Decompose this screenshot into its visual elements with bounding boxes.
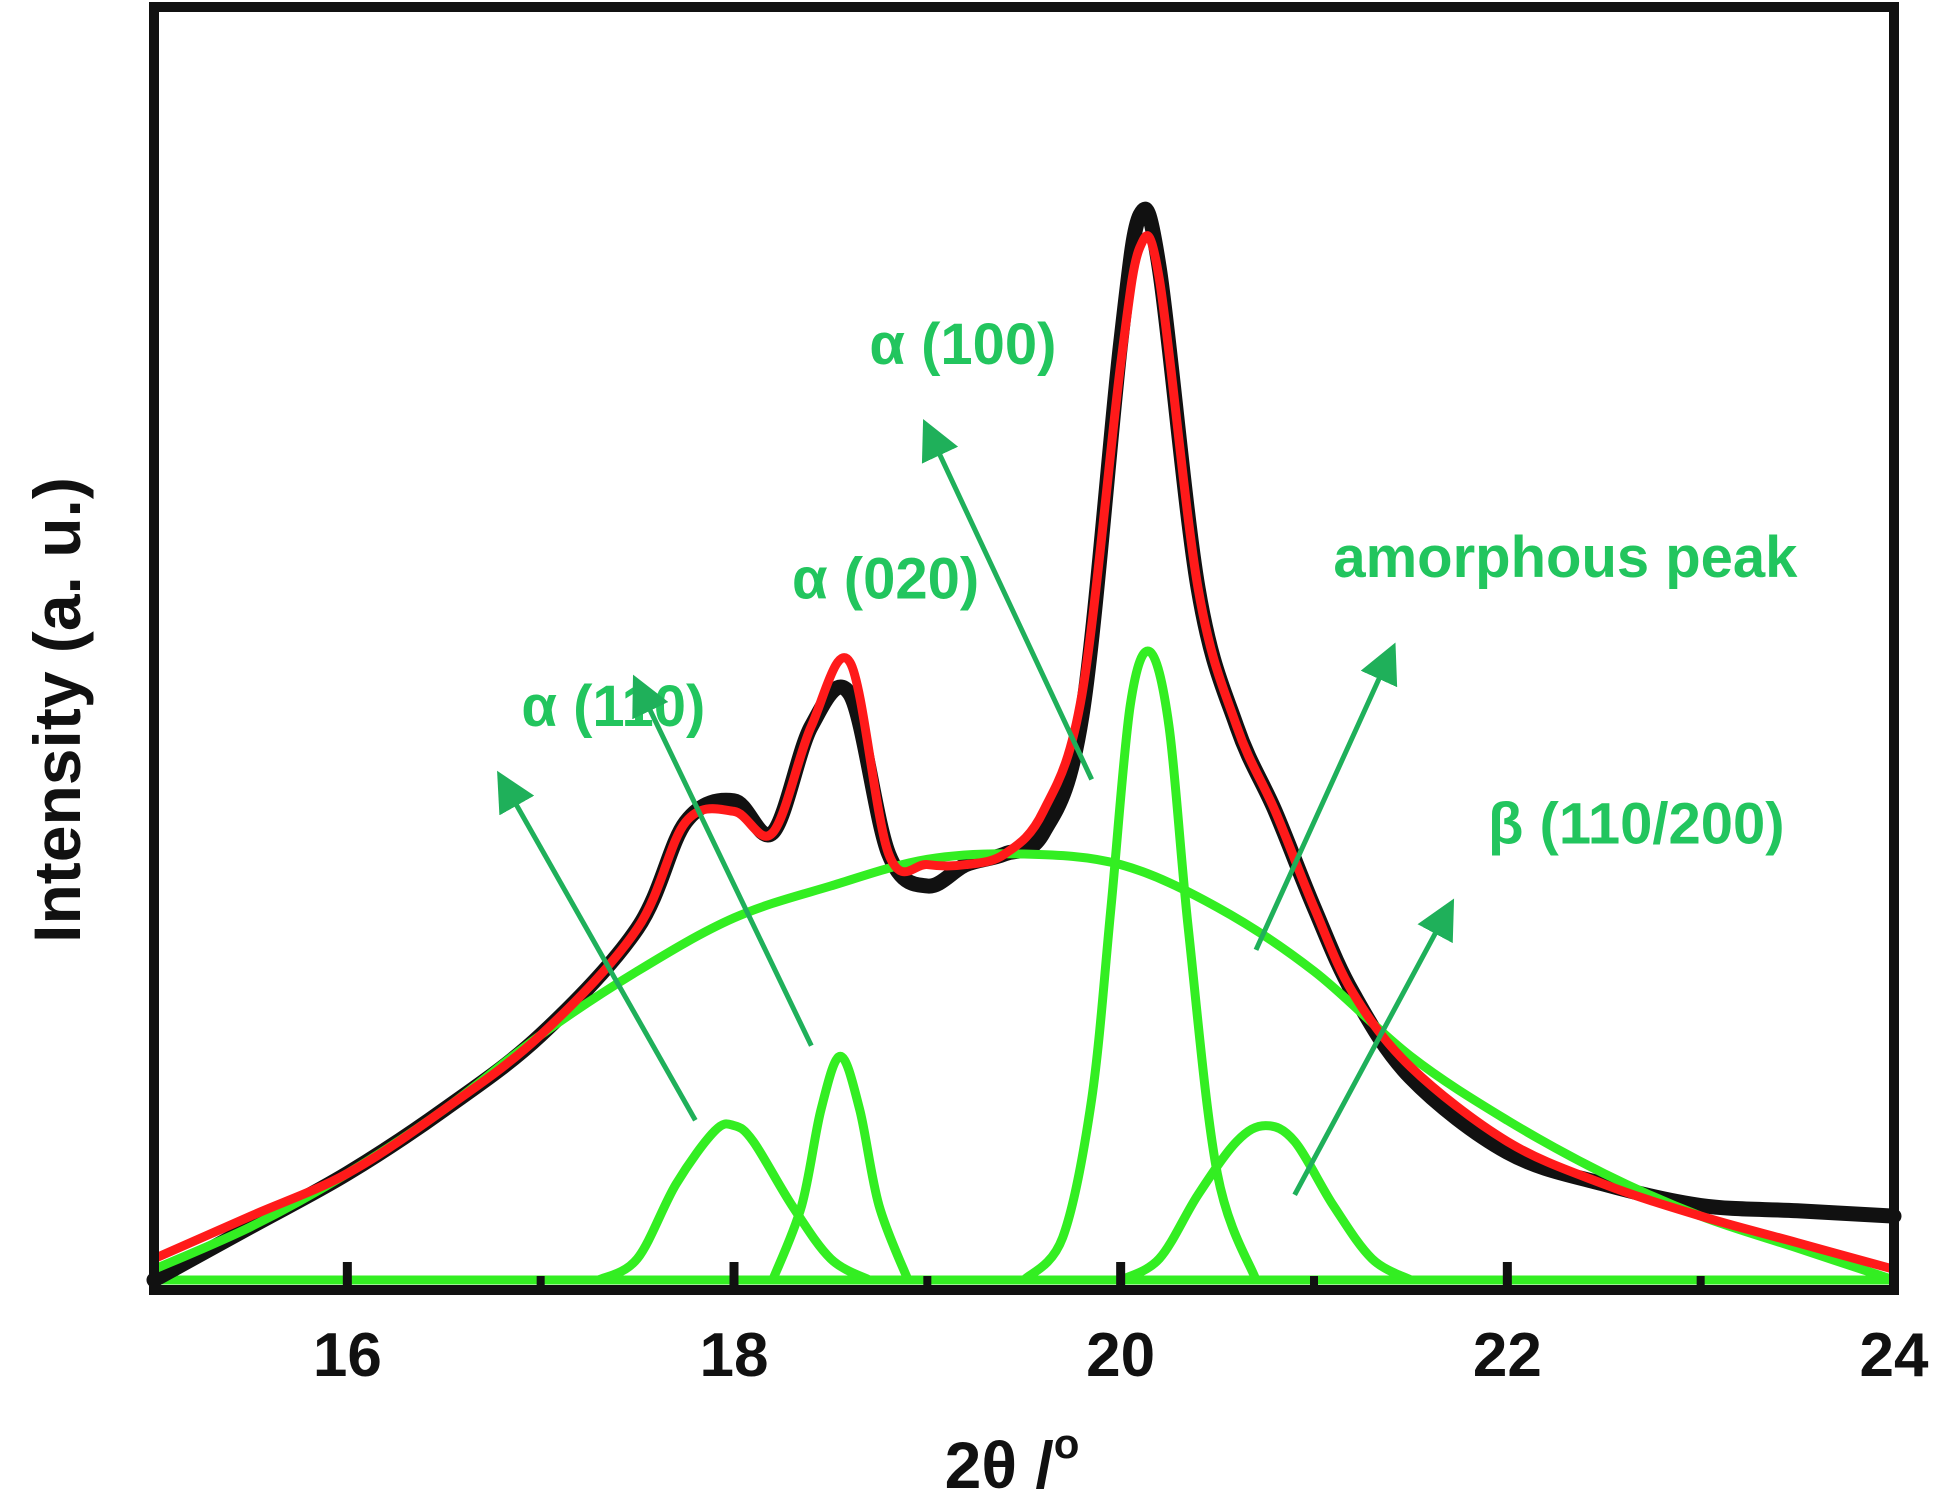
x-tick-label: 16 bbox=[313, 1321, 382, 1390]
x-tick-label: 18 bbox=[700, 1321, 769, 1390]
component-line-3 bbox=[768, 1051, 913, 1285]
x-tick-label: 24 bbox=[1860, 1321, 1929, 1390]
x-axis-label: 2θ /o bbox=[945, 1420, 1080, 1502]
component-line-2 bbox=[594, 1119, 874, 1285]
x-tick-label: 22 bbox=[1473, 1321, 1542, 1390]
annotation-label: α (100) bbox=[869, 312, 1056, 377]
plot-frame bbox=[149, 2, 1899, 1295]
annotation-label: α (110) bbox=[521, 674, 705, 739]
component-line-5 bbox=[1116, 1121, 1416, 1285]
component-line-1 bbox=[149, 849, 1899, 1285]
annotation-arrow bbox=[921, 418, 1094, 781]
annotation-label: β (110/200) bbox=[1488, 791, 1785, 856]
tick-layer: 16 18 20 22 24 bbox=[313, 1262, 1929, 1390]
annotation-arrow bbox=[1253, 642, 1398, 951]
annotation-arrow bbox=[1292, 898, 1455, 1196]
series-layer bbox=[146, 201, 1902, 1288]
annotation-label: α (020) bbox=[792, 546, 979, 611]
annotation-layer: α (110) α (020) α (100) amorphous peak β (11… bbox=[497, 312, 1798, 1196]
annotation-label: amorphous peak bbox=[1333, 525, 1798, 590]
y-axis-label: Intensity (a. u.) bbox=[20, 477, 94, 943]
annotation-arrow bbox=[497, 770, 698, 1122]
component-line-4 bbox=[1019, 646, 1261, 1285]
x-axis-label-superscript: o bbox=[1054, 1420, 1080, 1467]
x-tick-label: 20 bbox=[1086, 1321, 1155, 1390]
fit-line bbox=[149, 231, 1899, 1274]
annotation-arrow bbox=[632, 674, 814, 1047]
